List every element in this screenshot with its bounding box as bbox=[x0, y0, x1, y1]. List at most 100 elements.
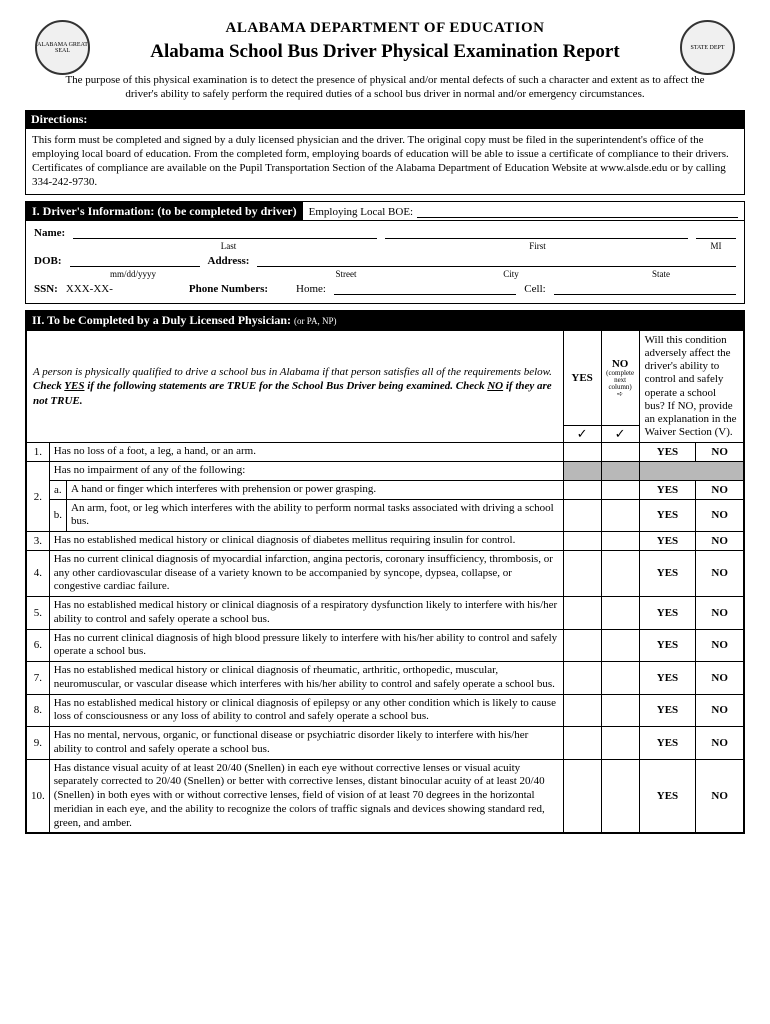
item-number: 2. bbox=[27, 462, 50, 532]
name-label: Name: bbox=[34, 227, 65, 239]
yes-checkbox[interactable] bbox=[563, 597, 601, 630]
waiver-no[interactable]: NO bbox=[696, 629, 744, 662]
yes-checkbox[interactable] bbox=[563, 499, 601, 532]
seal-left-icon: ALABAMA GREAT SEAL bbox=[35, 20, 90, 75]
no-column-header: NO (complete next column) ➪ bbox=[601, 330, 639, 426]
yes-checkbox[interactable] bbox=[563, 550, 601, 596]
waiver-column-header: Will this condition adversely affect the… bbox=[639, 330, 743, 443]
item-text: Has distance visual acuity of at least 2… bbox=[49, 759, 563, 833]
purpose-text: The purpose of this physical examination… bbox=[55, 73, 715, 102]
yes-checkbox[interactable] bbox=[563, 662, 601, 695]
waiver-yes[interactable]: YES bbox=[639, 443, 696, 462]
cell-phone-input[interactable] bbox=[554, 281, 736, 295]
waiver-yes[interactable]: YES bbox=[639, 480, 696, 499]
waiver-no[interactable]: NO bbox=[696, 532, 744, 551]
waiver-yes[interactable]: YES bbox=[639, 532, 696, 551]
last-hint: Last bbox=[78, 241, 379, 251]
waiver-yes[interactable]: YES bbox=[639, 759, 696, 833]
waiver-no[interactable]: NO bbox=[696, 480, 744, 499]
no-checkbox[interactable] bbox=[601, 443, 639, 462]
name-mi-input[interactable] bbox=[696, 225, 736, 239]
waiver-no[interactable]: NO bbox=[696, 662, 744, 695]
no-checkbox[interactable] bbox=[601, 597, 639, 630]
yes-checkbox[interactable] bbox=[563, 443, 601, 462]
home-phone-input[interactable] bbox=[334, 281, 516, 295]
no-checkbox[interactable] bbox=[601, 532, 639, 551]
item-number: 1. bbox=[27, 443, 50, 462]
no-checkbox[interactable] bbox=[601, 662, 639, 695]
section1-header: I. Driver's Information: (to be complete… bbox=[26, 202, 303, 221]
no-checkbox[interactable] bbox=[601, 462, 639, 481]
waiver-no[interactable]: NO bbox=[696, 499, 744, 532]
yes-check-icon: ✓ bbox=[563, 426, 601, 443]
yes-checkbox[interactable] bbox=[563, 532, 601, 551]
waiver-yes[interactable]: YES bbox=[639, 499, 696, 532]
city-hint: City bbox=[436, 269, 586, 279]
item-number: 6. bbox=[27, 629, 50, 662]
waiver-no[interactable]: NO bbox=[696, 759, 744, 833]
directions-header: Directions: bbox=[25, 110, 745, 129]
item-text: Has no mental, nervous, organic, or func… bbox=[49, 727, 563, 760]
no-checkbox[interactable] bbox=[601, 759, 639, 833]
waiver-yes[interactable]: YES bbox=[639, 727, 696, 760]
ssn-value: XXX-XX- bbox=[66, 283, 113, 295]
section2-header: II. To be Completed by a Duly Licensed P… bbox=[26, 311, 744, 330]
item-intro: Has no impairment of any of the followin… bbox=[49, 462, 563, 481]
sub-letter: a. bbox=[49, 480, 66, 499]
sub-text: A hand or finger which interferes with p… bbox=[67, 480, 564, 499]
item-number: 7. bbox=[27, 662, 50, 695]
waiver-no[interactable]: NO bbox=[696, 550, 744, 596]
waiver-yes[interactable]: YES bbox=[639, 694, 696, 727]
yes-checkbox[interactable] bbox=[563, 727, 601, 760]
no-checkbox[interactable] bbox=[601, 727, 639, 760]
qualification-table: A person is physically qualified to driv… bbox=[26, 330, 744, 834]
no-checkbox[interactable] bbox=[601, 499, 639, 532]
ssn-label: SSN: bbox=[34, 283, 58, 295]
waiver-yes[interactable]: YES bbox=[639, 597, 696, 630]
waiver-no[interactable]: NO bbox=[696, 443, 744, 462]
employing-boe-label: Employing Local BOE: bbox=[309, 206, 413, 218]
item-text: Has no established medical history or cl… bbox=[49, 662, 563, 695]
yes-checkbox[interactable] bbox=[563, 480, 601, 499]
section-driver-info: I. Driver's Information: (to be complete… bbox=[25, 201, 745, 304]
yes-column-header: YES bbox=[563, 330, 601, 426]
no-check-icon: ✓ bbox=[601, 426, 639, 443]
waiver-yes[interactable]: YES bbox=[639, 550, 696, 596]
item-text: Has no established medical history or cl… bbox=[49, 532, 563, 551]
no-checkbox[interactable] bbox=[601, 629, 639, 662]
seal-right-icon: STATE DEPT bbox=[680, 20, 735, 75]
waiver-no[interactable]: NO bbox=[696, 727, 744, 760]
dob-input[interactable] bbox=[70, 253, 200, 267]
yes-checkbox[interactable] bbox=[563, 629, 601, 662]
cell-label: Cell: bbox=[524, 283, 545, 295]
yes-checkbox[interactable] bbox=[563, 694, 601, 727]
waiver-cell bbox=[639, 462, 743, 481]
no-checkbox[interactable] bbox=[601, 550, 639, 596]
waiver-yes[interactable]: YES bbox=[639, 662, 696, 695]
waiver-no[interactable]: NO bbox=[696, 597, 744, 630]
state-hint: State bbox=[586, 269, 736, 279]
name-first-input[interactable] bbox=[385, 225, 688, 239]
employing-boe-input[interactable] bbox=[417, 206, 738, 218]
waiver-no[interactable]: NO bbox=[696, 694, 744, 727]
address-input[interactable] bbox=[257, 253, 736, 267]
section-physician: II. To be Completed by a Duly Licensed P… bbox=[25, 310, 745, 835]
department-title: ALABAMA DEPARTMENT OF EDUCATION bbox=[25, 20, 745, 37]
yes-checkbox[interactable] bbox=[563, 759, 601, 833]
item-number: 5. bbox=[27, 597, 50, 630]
form-title: Alabama School Bus Driver Physical Exami… bbox=[25, 41, 745, 63]
page-header: ALABAMA GREAT SEAL STATE DEPT ALABAMA DE… bbox=[25, 20, 745, 63]
phone-label: Phone Numbers: bbox=[189, 283, 268, 295]
home-label: Home: bbox=[296, 283, 326, 295]
sub-letter: b. bbox=[49, 499, 66, 532]
waiver-yes[interactable]: YES bbox=[639, 629, 696, 662]
item-number: 10. bbox=[27, 759, 50, 833]
name-last-input[interactable] bbox=[73, 225, 376, 239]
dob-hint: mm/dd/yyyy bbox=[68, 269, 198, 279]
street-hint: Street bbox=[256, 269, 436, 279]
item-text: Has no established medical history or cl… bbox=[49, 597, 563, 630]
no-checkbox[interactable] bbox=[601, 480, 639, 499]
no-checkbox[interactable] bbox=[601, 694, 639, 727]
item-number: 8. bbox=[27, 694, 50, 727]
yes-checkbox[interactable] bbox=[563, 462, 601, 481]
